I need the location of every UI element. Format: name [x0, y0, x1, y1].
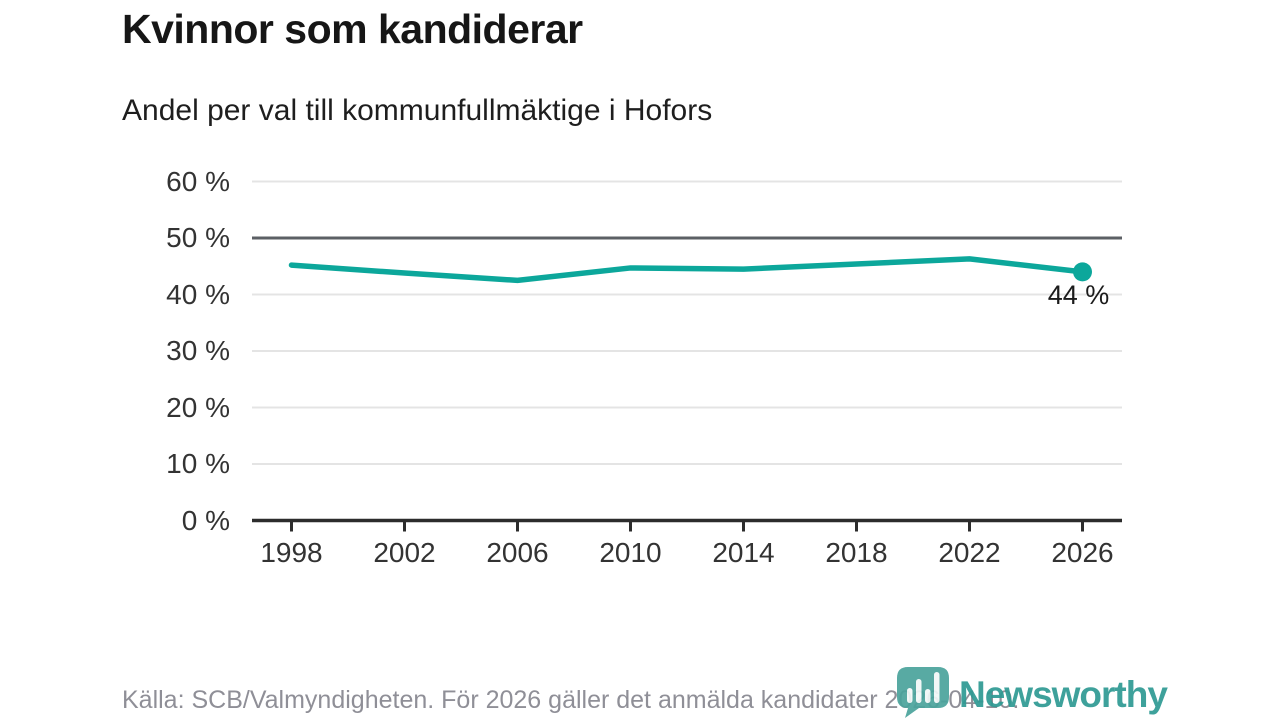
- end-point-marker: [1073, 262, 1092, 282]
- newsworthy-wordmark: Newsworthy: [959, 673, 1168, 715]
- y-axis-label: 0 %: [181, 504, 230, 536]
- y-axis-label: 30 %: [166, 335, 230, 366]
- y-axis-label: 50 %: [166, 222, 230, 253]
- x-axis-label: 2026: [1051, 537, 1114, 568]
- x-axis-label: 1998: [260, 537, 323, 568]
- source-text: Källa: SCB/Valmyndigheten. För 2026 gäll…: [122, 686, 1020, 714]
- x-axis-label: 2014: [712, 537, 775, 568]
- chart-title: Kvinnor som kandiderar: [122, 6, 583, 52]
- x-axis-label: 2006: [486, 537, 549, 568]
- bar-chart-speech-bubble-icon: [896, 666, 950, 720]
- chart-subtitle: Andel per val till kommunfullmäktige i H…: [122, 94, 713, 127]
- y-axis-label: 20 %: [166, 391, 230, 423]
- y-axis-label: 40 %: [166, 278, 230, 310]
- data-line: [288, 256, 1086, 284]
- x-axis-label: 2022: [938, 537, 1001, 568]
- y-axis-label: 10 %: [166, 448, 230, 479]
- end-value-label: 44 %: [1047, 279, 1110, 310]
- x-axis-label: 2002: [373, 537, 436, 568]
- x-axis-label: 2010: [599, 537, 662, 568]
- y-axis-label: 60 %: [166, 165, 230, 197]
- newsworthy-logo: Newsworthy: [896, 666, 1168, 720]
- x-axis-label: 2018: [825, 537, 888, 568]
